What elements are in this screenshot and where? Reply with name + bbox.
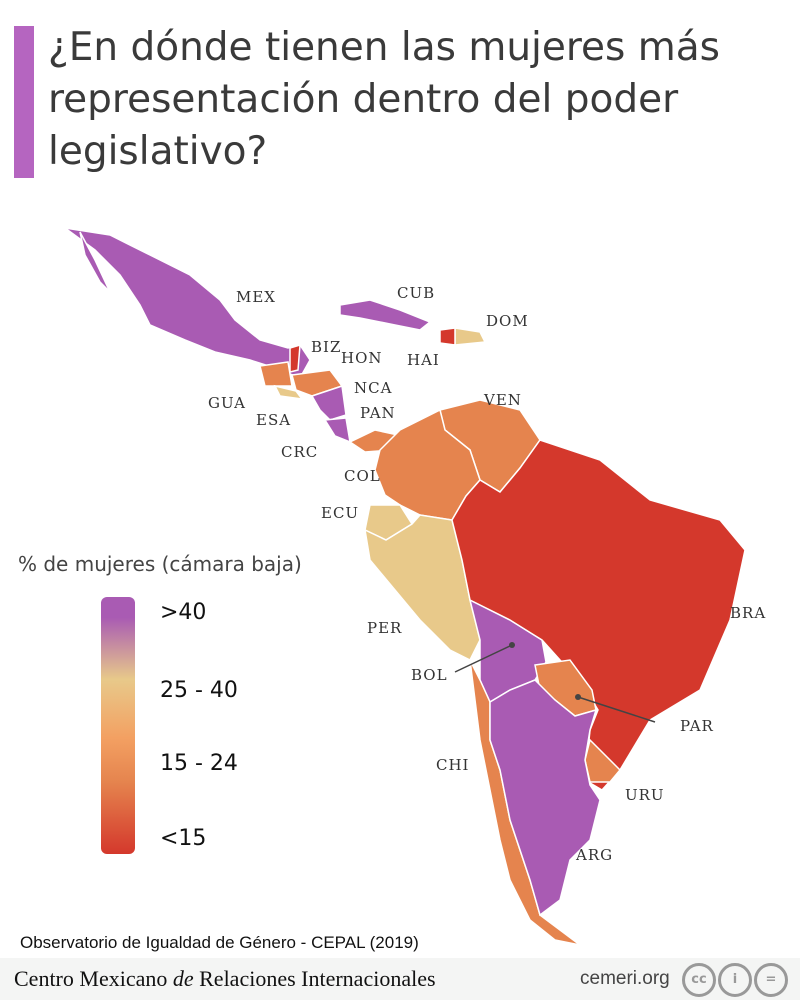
label-nca: NCA <box>354 379 392 397</box>
label-ecu: ECU <box>321 504 359 522</box>
country-esa <box>273 384 304 400</box>
label-cub: CUB <box>397 284 435 302</box>
label-bra: BRA <box>730 604 766 622</box>
attribution-icon: i <box>718 963 752 997</box>
footer: Centro Mexicano de Relaciones Internacio… <box>0 958 800 1000</box>
label-uru: URU <box>625 786 665 804</box>
par-leader-line <box>577 696 656 723</box>
label-bol: BOL <box>411 666 448 684</box>
legend-label-15-24: 15 - 24 <box>160 751 238 776</box>
label-hon: HON <box>341 349 383 367</box>
label-gua: GUA <box>208 394 246 412</box>
cc-icon: cc <box>682 963 716 997</box>
legend-color-scale <box>101 597 135 854</box>
country-dom <box>454 327 487 346</box>
label-dom: DOM <box>486 312 529 330</box>
label-pan: PAN <box>360 404 396 422</box>
country-cub <box>339 299 432 331</box>
legend-label-gt40: >40 <box>160 600 207 625</box>
label-mex: MEX <box>236 288 276 306</box>
par-dot <box>575 694 581 700</box>
legend-title: % de mujeres (cámara baja) <box>18 552 302 576</box>
label-arg: ARG <box>575 846 613 864</box>
label-col: COL <box>344 467 381 485</box>
page-title: ¿En dónde tienen las mujeres más represe… <box>48 25 720 174</box>
label-chi: CHI <box>436 756 469 774</box>
country-biz <box>289 343 301 373</box>
label-par: PAR <box>680 717 714 735</box>
legend-label-lt15: <15 <box>160 826 207 851</box>
no-derivatives-icon: = <box>754 963 788 997</box>
label-ven: VEN <box>483 391 522 409</box>
country-gua <box>259 361 293 387</box>
site-link[interactable]: cemeri.org <box>580 968 670 989</box>
country-mex <box>64 227 311 379</box>
country-crc <box>323 417 351 444</box>
label-hai: HAI <box>407 351 440 369</box>
label-esa: ESA <box>256 411 291 429</box>
label-biz: BIZ <box>311 338 341 356</box>
accent-bar <box>14 26 34 178</box>
country-nca <box>310 385 347 421</box>
label-crc: CRC <box>281 443 318 461</box>
country-mex <box>79 231 111 293</box>
bol-leader-line <box>454 644 513 673</box>
country-arg <box>489 679 601 917</box>
country-hai <box>439 327 456 346</box>
bol-dot <box>509 642 515 648</box>
legend-label-25-40: 25 - 40 <box>160 678 238 703</box>
source-note: Observatorio de Igualdad de Género - CEP… <box>20 933 419 952</box>
org-name: Centro Mexicano de Relaciones Internacio… <box>14 966 436 991</box>
label-per: PER <box>367 619 402 637</box>
